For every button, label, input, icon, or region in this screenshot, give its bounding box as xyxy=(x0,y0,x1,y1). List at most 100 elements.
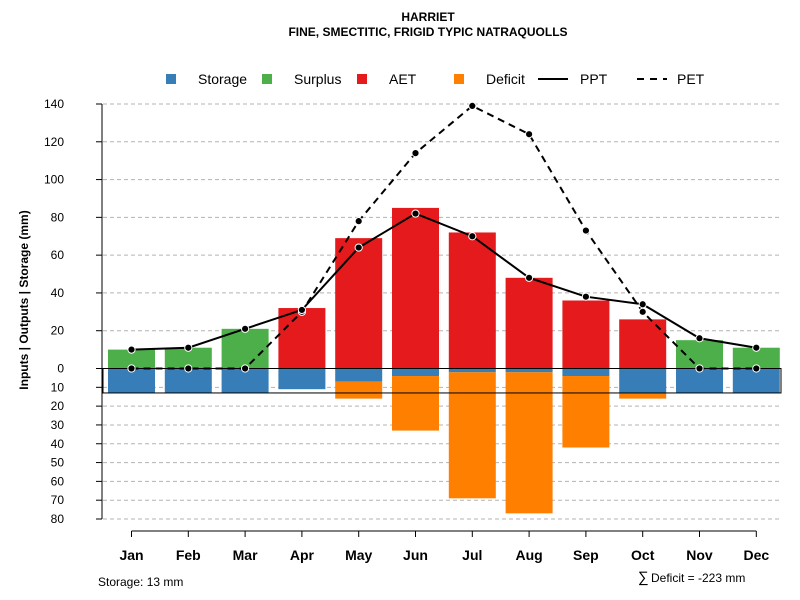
aet-bar xyxy=(619,319,667,369)
ppt-point xyxy=(468,232,477,241)
storage-capacity-box xyxy=(102,368,782,394)
legend-label: PET xyxy=(677,71,705,87)
storage-bar xyxy=(562,368,610,377)
y-tick-label: 140 xyxy=(44,97,64,111)
pet-point xyxy=(581,226,591,235)
ppt-point xyxy=(525,273,534,282)
pet-point xyxy=(184,364,193,373)
storage-bar xyxy=(278,368,326,390)
axes: 0 20 40 60 80 100 120 140 10 20 30 40 50 60 70 80 Jan Feb… xyxy=(44,97,769,563)
ppt-point xyxy=(695,334,704,343)
deficit-bar xyxy=(392,376,439,431)
surplus-bar xyxy=(164,347,212,369)
surplus-bar xyxy=(108,349,155,369)
ppt-point xyxy=(638,300,647,309)
legend-label: PPT xyxy=(580,71,608,87)
y-tick-label: 40 xyxy=(51,437,65,451)
deficit-bar xyxy=(448,372,496,499)
x-tick-label: Jul xyxy=(462,547,482,563)
y-tick-label: 60 xyxy=(51,474,65,488)
x-tick-label: Oct xyxy=(631,547,655,563)
surplus-bar xyxy=(221,328,269,369)
surplus-bar xyxy=(676,340,723,369)
y-tick-label: 20 xyxy=(51,324,65,338)
y-tick-label: 120 xyxy=(44,135,64,149)
aet-bar xyxy=(505,277,553,369)
ppt-point xyxy=(241,324,250,333)
x-tick-label: Jan xyxy=(119,547,143,563)
ppt-point xyxy=(752,343,761,352)
pet-point xyxy=(695,364,704,373)
pet-point xyxy=(752,364,761,373)
legend-item-ppt: PPT xyxy=(538,71,608,87)
pet-point xyxy=(354,217,363,226)
x-tick-label: Dec xyxy=(743,547,769,563)
x-tick-label: Nov xyxy=(686,547,713,563)
storage-footnote: Storage: 13 mm xyxy=(98,575,183,589)
ppt-line xyxy=(131,212,757,351)
aet-bar xyxy=(278,308,326,369)
legend-swatch xyxy=(166,74,176,84)
x-tick-label: Jun xyxy=(403,547,428,563)
surplus-bar xyxy=(732,347,780,369)
deficit-footnote: Deficit = -223 mm xyxy=(651,571,745,585)
ppt-point xyxy=(581,292,591,301)
deficit-bar xyxy=(335,381,383,399)
pet-point xyxy=(127,364,136,373)
y-tick-label: 80 xyxy=(51,210,65,224)
legend-label: Surplus xyxy=(294,71,341,87)
storage-bar xyxy=(448,368,496,373)
deficit-bar xyxy=(505,372,553,514)
storage-bar xyxy=(392,368,439,377)
sum-symbol: ∑ xyxy=(638,569,649,586)
y-axis-title: Inputs | Outputs | Storage (mm) xyxy=(17,210,31,389)
deficit-bar xyxy=(619,392,667,399)
x-tick-label: Sep xyxy=(573,547,599,563)
legend-swatch xyxy=(262,74,272,84)
legend-label: Deficit xyxy=(486,71,525,87)
pet-point xyxy=(638,307,647,316)
x-tick-label: Aug xyxy=(515,547,542,563)
aet-bar xyxy=(392,207,439,369)
pet-point xyxy=(411,149,420,158)
x-tick-label: May xyxy=(345,547,372,563)
deficit-bar xyxy=(562,376,610,448)
aet-bar xyxy=(448,232,496,369)
pet-point xyxy=(468,101,477,110)
x-tick-label: Mar xyxy=(233,547,258,563)
y-tick-label: 80 xyxy=(51,512,65,526)
y-tick-label: 70 xyxy=(51,493,65,507)
y-tick-label: 0 xyxy=(57,362,64,376)
y-tick-label: 60 xyxy=(51,248,65,262)
ppt-point xyxy=(127,345,136,354)
pet-point xyxy=(525,130,534,139)
lines xyxy=(127,101,761,373)
x-tick-label: Apr xyxy=(290,547,315,563)
pet-point xyxy=(241,364,250,373)
x-tick-label: Feb xyxy=(176,547,201,563)
bars xyxy=(102,207,782,514)
legend-item-storage: Storage xyxy=(166,71,247,87)
storage-bar xyxy=(505,368,553,373)
y-tick-label: 50 xyxy=(51,456,65,470)
aet-bar xyxy=(562,300,610,369)
pet-line xyxy=(131,104,757,370)
y-tick-label: 40 xyxy=(51,286,65,300)
legend: Storage Surplus AET Deficit PPT PET xyxy=(166,71,705,87)
legend-item-aet: AET xyxy=(357,71,417,87)
chart-title: HARRIET xyxy=(401,10,455,24)
ppt-point xyxy=(354,243,363,252)
aet-bar xyxy=(335,238,383,369)
ppt-point xyxy=(411,209,420,218)
storage-bar xyxy=(619,368,667,393)
legend-label: Storage xyxy=(198,71,247,87)
legend-item-deficit: Deficit xyxy=(454,71,525,87)
legend-swatch xyxy=(357,74,367,84)
ppt-point xyxy=(297,305,306,315)
legend-item-surplus: Surplus xyxy=(262,71,341,87)
y-tick-label: 30 xyxy=(51,418,65,432)
legend-label: AET xyxy=(389,71,417,87)
ppt-point xyxy=(184,343,193,352)
chart-subtitle: FINE, SMECTITIC, FRIGID TYPIC NATRAQUOLL… xyxy=(288,25,567,39)
